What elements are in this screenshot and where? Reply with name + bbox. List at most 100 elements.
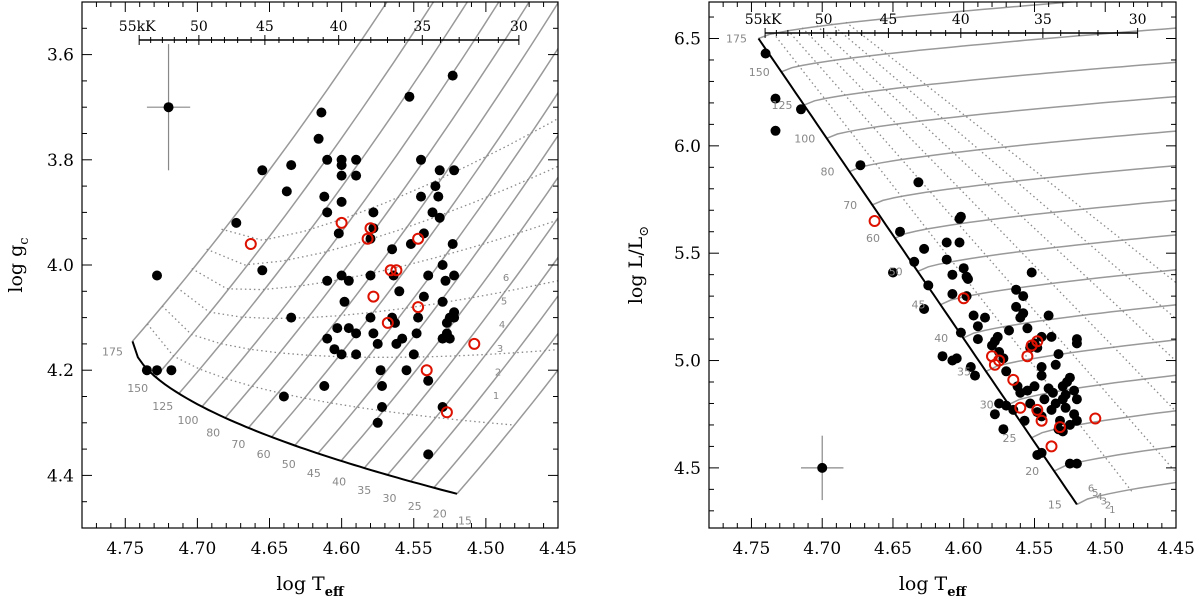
teff-ruler-label: 40 xyxy=(952,12,970,28)
isochrone-label-4: 4 xyxy=(1096,492,1102,503)
isochrone-label-2: 2 xyxy=(495,368,501,379)
filled-star-series xyxy=(141,70,460,460)
star-point xyxy=(343,275,354,286)
track-line xyxy=(962,304,1176,339)
star-point xyxy=(972,321,983,332)
track-line xyxy=(758,2,1081,40)
x-axis: 4.75 4.70 4.65 4.60 4.55 4.50 4.45 log Teff xyxy=(708,2,1195,599)
star-point xyxy=(980,312,990,323)
star-point xyxy=(152,270,162,281)
star-point xyxy=(796,104,806,115)
error-bar xyxy=(146,44,191,171)
star-point xyxy=(319,381,330,391)
y-tick-label: 4.5 xyxy=(674,459,701,479)
track-line xyxy=(894,199,1176,239)
teff-top-axis: 55kK 50 45 40 35 30 xyxy=(119,19,528,45)
star-point xyxy=(387,244,398,255)
track-line xyxy=(940,269,1176,306)
track-mass-label-35: 35 xyxy=(357,484,371,497)
track-mass-label-80: 80 xyxy=(206,427,220,440)
y-tick-label: 4.0 xyxy=(47,256,74,276)
isochrone-line xyxy=(161,305,558,358)
star-point xyxy=(1053,349,1064,360)
star-point xyxy=(434,165,445,176)
star-point-open xyxy=(1031,403,1044,416)
star-point-open xyxy=(1007,373,1020,386)
star-point xyxy=(965,362,976,372)
star-point xyxy=(968,310,979,321)
star-point xyxy=(377,402,387,412)
track-line xyxy=(1031,410,1176,439)
isochrone-label-5: 5 xyxy=(501,297,507,308)
star-point xyxy=(377,381,387,391)
star-point xyxy=(1060,389,1071,400)
star-point xyxy=(404,91,415,102)
track-mass-label-70: 70 xyxy=(231,438,245,451)
star-point xyxy=(413,312,424,323)
zams-line xyxy=(131,340,458,495)
star-point xyxy=(888,267,898,278)
x-tick-label: 4.60 xyxy=(323,539,361,559)
star-point xyxy=(1019,415,1030,426)
star-point xyxy=(437,402,448,412)
star-point xyxy=(449,165,460,176)
star-point xyxy=(955,211,966,222)
track-line xyxy=(871,164,1176,206)
star-point xyxy=(351,154,362,165)
star-point xyxy=(416,191,426,202)
star-point xyxy=(1060,402,1071,413)
star-point xyxy=(336,170,347,181)
star-point-open xyxy=(384,264,397,277)
star-point xyxy=(1026,267,1037,278)
track-mass-label-175: 175 xyxy=(102,345,123,358)
isochrone-line xyxy=(146,323,514,426)
star-point xyxy=(937,351,948,362)
star-point xyxy=(951,353,962,364)
star-point xyxy=(313,133,324,144)
y-axis-label-main: log L/L xyxy=(625,236,647,304)
track-mass-label-15: 15 xyxy=(458,515,472,528)
star-point xyxy=(368,207,379,218)
star-point-open xyxy=(420,364,433,377)
star-point xyxy=(1064,372,1075,383)
track-mass-label-25: 25 xyxy=(408,500,422,513)
star-point xyxy=(449,312,460,323)
star-point xyxy=(941,254,952,265)
isochrone-label-3: 3 xyxy=(1101,496,1107,507)
isochrone-line xyxy=(221,117,558,241)
star-point xyxy=(281,186,292,197)
star-point xyxy=(278,391,289,402)
x-tick-label: 4.70 xyxy=(803,539,841,559)
star-point xyxy=(333,228,344,239)
x-axis-label-main: log T xyxy=(899,573,948,595)
star-point xyxy=(257,265,268,276)
star-point xyxy=(166,365,177,376)
track-line xyxy=(178,2,469,395)
star-point xyxy=(322,333,333,344)
star-point xyxy=(423,270,434,281)
teff-top-axis: 55kK 50 45 40 35 30 xyxy=(745,12,1147,38)
x-tick-label: 4.60 xyxy=(945,539,983,559)
isochrone-line xyxy=(830,23,1176,320)
star-point-open xyxy=(381,316,394,329)
x-tick-label: 4.45 xyxy=(1157,539,1195,559)
star-point xyxy=(919,304,930,314)
x-axis-label-sub: eff xyxy=(947,585,967,599)
star-point xyxy=(1011,301,1022,312)
star-point xyxy=(1050,359,1061,370)
star-point-open xyxy=(367,290,380,303)
star-point xyxy=(447,239,458,249)
y-tick-label: 4.4 xyxy=(47,466,74,486)
track-line xyxy=(803,61,1176,106)
x-tick-label: 4.50 xyxy=(1086,539,1124,559)
star-point-open xyxy=(440,406,453,419)
star-point xyxy=(322,154,333,165)
x-tick-label: 4.55 xyxy=(1016,539,1054,559)
star-point xyxy=(1011,284,1022,295)
star-point xyxy=(998,424,1009,435)
evolutionary-tracks xyxy=(758,2,1176,506)
track-mass-label-20: 20 xyxy=(433,507,447,520)
track-mass-label-30: 30 xyxy=(383,492,397,505)
star-point-open xyxy=(390,264,403,277)
